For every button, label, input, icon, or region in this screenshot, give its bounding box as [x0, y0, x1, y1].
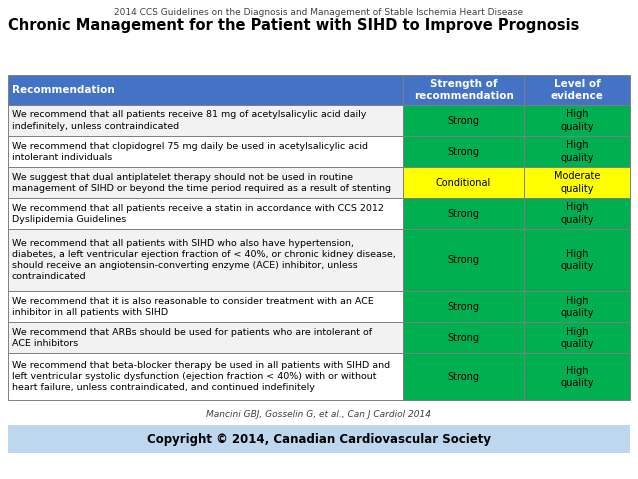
Text: We recommend that ARBs should be used for patients who are intolerant of
ACE inh: We recommend that ARBs should be used fo… [12, 328, 372, 348]
Text: Level of
evidence: Level of evidence [551, 79, 604, 101]
Text: High
quality: High quality [560, 365, 594, 388]
Bar [8, 198, 403, 229]
Bar [8, 167, 403, 198]
Text: We recommend that beta-blocker therapy be used in all patients with SIHD and
lef: We recommend that beta-blocker therapy b… [12, 361, 390, 392]
Bar [403, 167, 524, 198]
Bar [403, 198, 524, 229]
Bar [524, 229, 630, 291]
Text: Strength of
recommendation: Strength of recommendation [413, 79, 514, 101]
Bar [524, 198, 630, 229]
Bar [8, 322, 403, 354]
Bar [8, 136, 403, 167]
Bar [524, 105, 630, 136]
Text: Conditional: Conditional [436, 178, 491, 188]
Bar [403, 322, 524, 354]
Text: High
quality: High quality [560, 203, 594, 225]
Bar [8, 229, 403, 291]
Bar [524, 167, 630, 198]
Text: High
quality: High quality [560, 109, 594, 132]
Bar [403, 229, 524, 291]
Text: Recommendation: Recommendation [12, 85, 115, 95]
Bar [8, 291, 403, 322]
Bar [524, 354, 630, 400]
Text: High
quality: High quality [560, 249, 594, 272]
Bar [524, 75, 630, 105]
Text: Moderate
quality: Moderate quality [554, 171, 600, 194]
Bar [524, 291, 630, 322]
Text: Mancini GBJ, Gosselin G, et al., Can J Cardiol 2014: Mancini GBJ, Gosselin G, et al., Can J C… [207, 410, 431, 419]
Text: Strong: Strong [448, 209, 480, 219]
Text: 2014 CCS Guidelines on the Diagnosis and Management of Stable Ischemia Heart Dis: 2014 CCS Guidelines on the Diagnosis and… [114, 8, 524, 17]
Text: High
quality: High quality [560, 296, 594, 318]
Bar [403, 105, 524, 136]
Bar [8, 75, 403, 105]
Text: High
quality: High quality [560, 327, 594, 349]
Text: We suggest that dual antiplatelet therapy should not be used in routine
manageme: We suggest that dual antiplatelet therap… [12, 172, 391, 193]
Bar [8, 425, 630, 453]
Bar [403, 291, 524, 322]
Text: Copyright © 2014, Canadian Cardiovascular Society: Copyright © 2014, Canadian Cardiovascula… [147, 433, 491, 445]
Text: We recommend that all patients receive 81 mg of acetylsalicylic acid daily
indef: We recommend that all patients receive 8… [12, 111, 366, 131]
Text: Strong: Strong [448, 302, 480, 312]
Text: We recommend that it is also reasonable to consider treatment with an ACE
inhibi: We recommend that it is also reasonable … [12, 297, 374, 317]
Bar [403, 136, 524, 167]
Bar [8, 354, 403, 400]
Bar [524, 322, 630, 354]
Bar [524, 136, 630, 167]
Text: We recommend that all patients receive a statin in accordance with CCS 2012
Dysl: We recommend that all patients receive a… [12, 204, 384, 224]
Text: We recommend that clopidogrel 75 mg daily be used in acetylsalicylic acid
intole: We recommend that clopidogrel 75 mg dail… [12, 141, 368, 161]
Text: Strong: Strong [448, 115, 480, 125]
Text: Strong: Strong [448, 333, 480, 343]
Text: Chronic Management for the Patient with SIHD to Improve Prognosis: Chronic Management for the Patient with … [8, 18, 579, 33]
Text: High
quality: High quality [560, 140, 594, 163]
Bar [403, 354, 524, 400]
Bar [403, 75, 524, 105]
Text: Strong: Strong [448, 147, 480, 157]
Text: Strong: Strong [448, 372, 480, 382]
Text: Strong: Strong [448, 255, 480, 265]
Text: We recommend that all patients with SIHD who also have hypertension,
diabetes, a: We recommend that all patients with SIHD… [12, 239, 396, 282]
Bar [8, 105, 403, 136]
